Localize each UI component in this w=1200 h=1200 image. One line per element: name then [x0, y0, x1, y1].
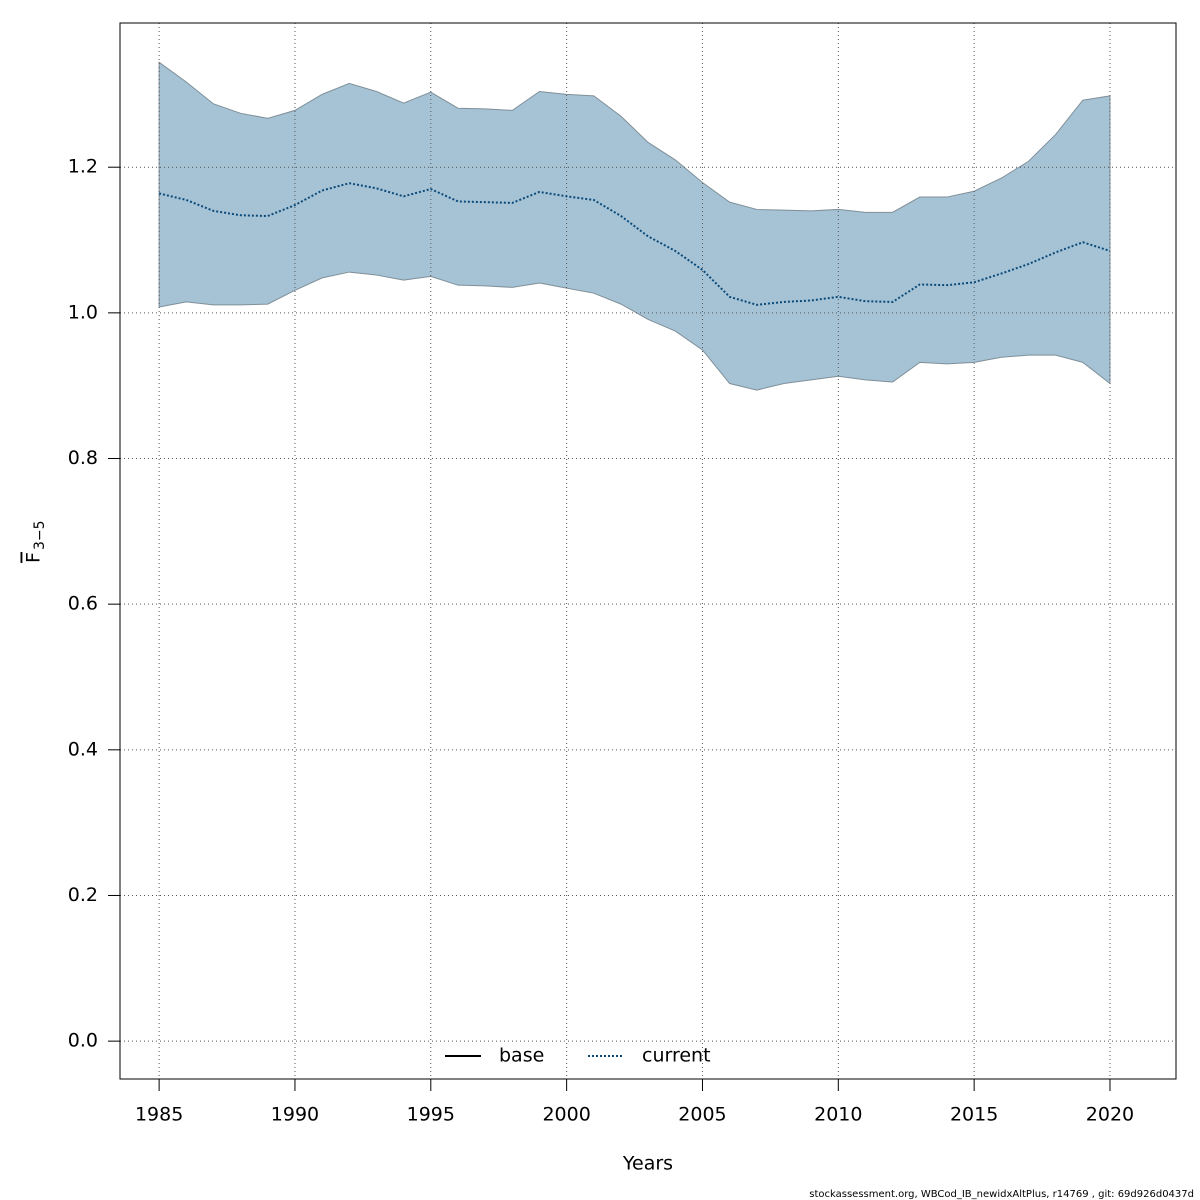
y-tick-label: 0.2 [68, 884, 98, 906]
y-axis-label-main: F [23, 552, 45, 563]
x-axis-label: Years [622, 1153, 673, 1175]
y-tick-label: 1.0 [68, 301, 98, 323]
y-axis-label-sub: 3−5 [32, 520, 48, 550]
x-tick-label: 1985 [135, 1104, 183, 1126]
y-tick-label: 0.8 [68, 447, 98, 469]
series-line [158, 182, 1111, 306]
legend-label: base [499, 1045, 544, 1067]
x-tick-label: 1995 [407, 1104, 455, 1126]
x-tick-label: 2015 [950, 1104, 998, 1126]
x-tick-label: 2000 [542, 1104, 590, 1126]
x-tick-label: 2010 [814, 1104, 862, 1126]
x-tick-label: 2020 [1086, 1104, 1134, 1126]
y-tick-label: 0.0 [68, 1030, 98, 1052]
footer: stockassessment.org, WBCod_IB_newidxAltP… [809, 1189, 1194, 1200]
y-axis-label: F 3−5 [23, 520, 49, 562]
plot-frame [119, 22, 1177, 1080]
x-tick-label: 1990 [271, 1104, 319, 1126]
y-tick-label: 1.2 [68, 156, 98, 178]
legend-label: current [642, 1045, 711, 1067]
y-tick-label: 0.4 [68, 738, 98, 760]
y-tick-label: 0.6 [68, 593, 98, 615]
x-tick-label: 2005 [678, 1104, 726, 1126]
